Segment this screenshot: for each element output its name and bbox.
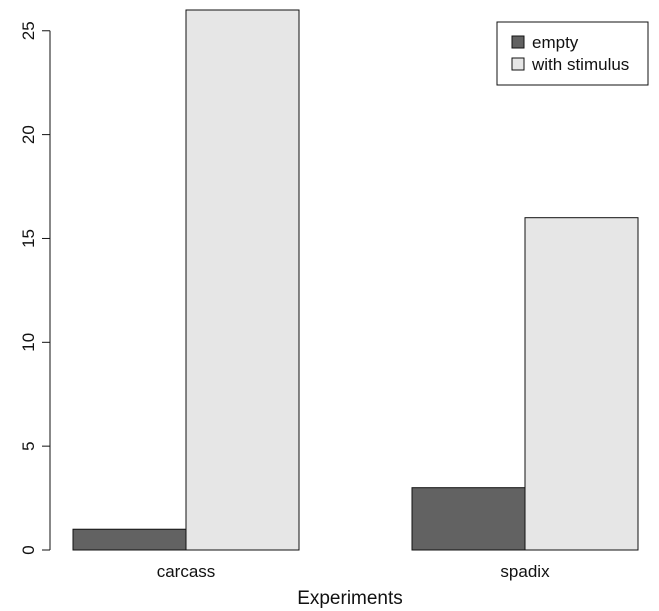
- y-tick-label: 15: [19, 229, 38, 248]
- bar-spadix-with-stimulus: [524, 217, 639, 551]
- bar-carcass-with-stimulus: [185, 9, 300, 551]
- x-tick-label: carcass: [157, 562, 216, 581]
- y-axis: 0 5 10 15 20 25: [19, 21, 51, 555]
- y-tick-label: 20: [19, 125, 38, 144]
- legend-swatch: [511, 35, 525, 49]
- bar-carcass-empty: [72, 528, 187, 551]
- y-tick-label: 0: [19, 545, 38, 554]
- legend-box: [496, 21, 649, 86]
- y-tick-label: 5: [19, 441, 38, 450]
- legend-swatch: [511, 57, 525, 71]
- legend-label: empty: [532, 33, 579, 52]
- x-tick-label: spadix: [500, 562, 550, 581]
- legend: empty with stimulus: [496, 21, 649, 86]
- bars: [72, 9, 639, 551]
- x-axis: carcass spadix: [157, 562, 550, 581]
- y-tick-label: 25: [19, 21, 38, 40]
- y-tick-label: 10: [19, 333, 38, 352]
- bar-spadix-empty: [411, 487, 526, 551]
- x-axis-label: Experiments: [297, 588, 403, 609]
- legend-label: with stimulus: [531, 55, 629, 74]
